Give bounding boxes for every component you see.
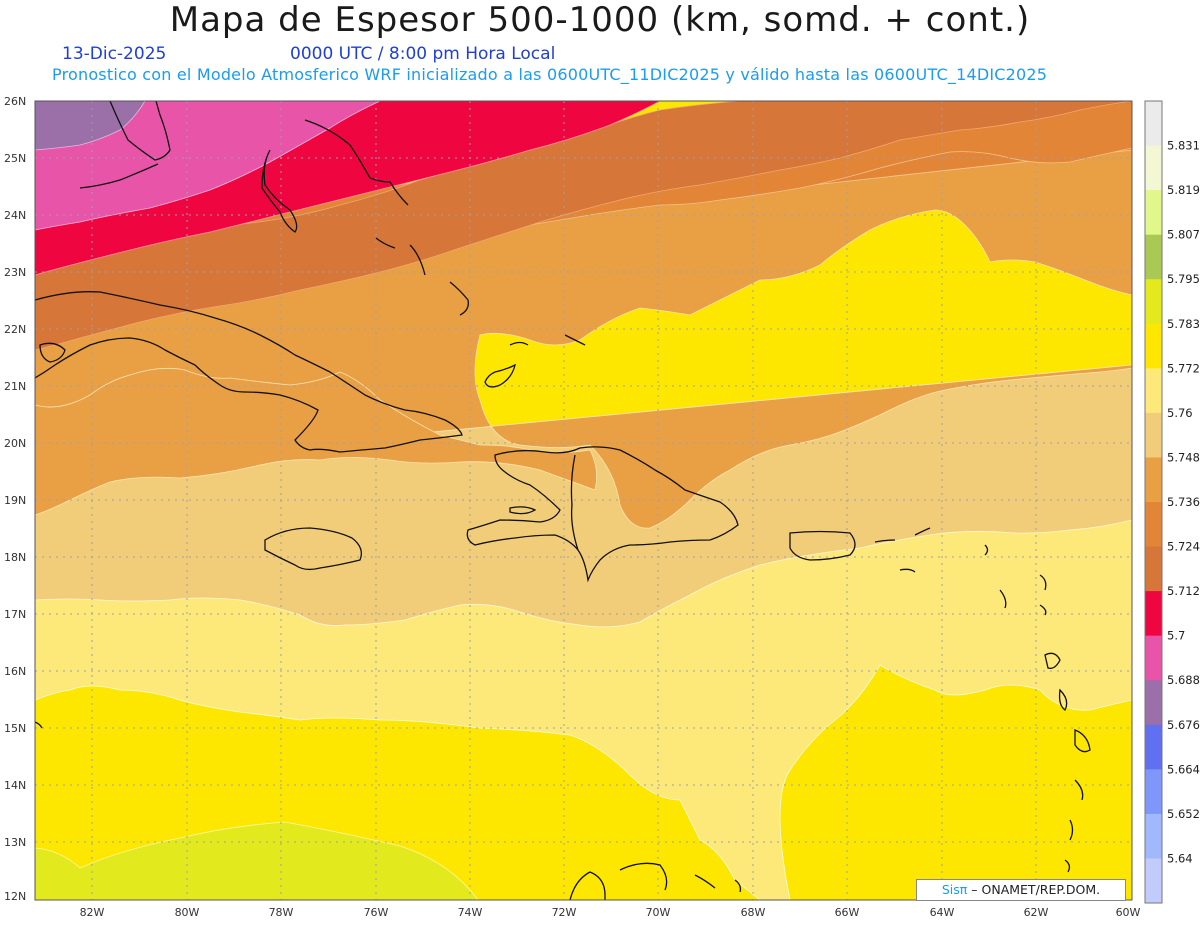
colorbar-level-label: 5.664 bbox=[1167, 762, 1200, 776]
colorbar-level-label: 5.795 bbox=[1167, 272, 1200, 286]
coastlines bbox=[35, 101, 1091, 900]
lon-label: 72W bbox=[552, 906, 577, 919]
colorbar-swatch bbox=[1145, 813, 1162, 859]
colorbar-level-label: 5.748 bbox=[1167, 450, 1200, 464]
lon-label: 64W bbox=[930, 906, 955, 919]
colorbar-swatch bbox=[1145, 724, 1162, 770]
colorbar-level-label: 5.783 bbox=[1167, 317, 1200, 331]
colorbar-swatch bbox=[1145, 323, 1162, 369]
band-5700 bbox=[35, 101, 381, 231]
coast-bahamas-islands bbox=[375, 237, 586, 388]
lon-label: 62W bbox=[1024, 906, 1049, 919]
coast-bahamas-andros bbox=[261, 149, 298, 233]
credit-box: Sisπ – ONAMET/REP.DOM. bbox=[916, 879, 1126, 901]
lat-label: 17N bbox=[4, 608, 26, 621]
colorbar-swatch bbox=[1145, 546, 1162, 592]
sispi-logo: Sisπ bbox=[941, 882, 968, 897]
colorbar-level-label: 5.831 bbox=[1167, 139, 1200, 153]
lon-label: 74W bbox=[458, 906, 483, 919]
colorbar-level-label: 5.652 bbox=[1167, 807, 1200, 821]
coast-central-america-cap bbox=[35, 721, 43, 729]
colorbar: 5.831 5.819 5.807 5.795 5.783 5.772 5.76 5.748 5… bbox=[1144, 100, 1200, 904]
colorbar-swatch bbox=[1145, 502, 1162, 548]
colorbar-swatch bbox=[1145, 591, 1162, 637]
coast-florida bbox=[109, 101, 171, 161]
lat-labels: 26N 25N 24N 23N 22N 21N 20N 19N 18N 17N … bbox=[4, 95, 26, 903]
lat-label: 14N bbox=[4, 779, 26, 792]
lat-label: 22N bbox=[4, 323, 26, 336]
band-5795 bbox=[35, 821, 479, 900]
colorbar-swatch bbox=[1145, 635, 1162, 681]
coast-gonave bbox=[509, 506, 537, 515]
lon-label: 70W bbox=[646, 906, 671, 919]
lat-label: 16N bbox=[4, 665, 26, 678]
coast-puerto-rico bbox=[789, 530, 856, 561]
coast-hispaniola bbox=[466, 446, 739, 583]
lat-label: 18N bbox=[4, 551, 26, 564]
lon-label: 60W bbox=[1116, 906, 1141, 919]
lat-lon-grid bbox=[35, 101, 1132, 900]
lon-label: 82W bbox=[80, 906, 105, 919]
lat-label: 23N bbox=[4, 266, 26, 279]
lat-label: 19N bbox=[4, 494, 26, 507]
colorbar-level-label: 5.688 bbox=[1167, 673, 1200, 687]
colorbar-swatch bbox=[1145, 769, 1162, 815]
colorbar-level-label: 5.76 bbox=[1167, 406, 1193, 420]
coast-south-america bbox=[569, 862, 742, 900]
lon-label: 76W bbox=[364, 906, 389, 919]
colorbar-level-label: 5.676 bbox=[1167, 718, 1200, 732]
lat-label: 24N bbox=[4, 209, 26, 222]
lat-label: 21N bbox=[4, 380, 26, 393]
map-frame bbox=[34, 100, 1133, 901]
colorbar-level-label: 5.819 bbox=[1167, 183, 1200, 197]
lon-labels: 82W 80W 78W 76W 74W 72W 70W 68W 66W 64W … bbox=[80, 906, 1141, 919]
band-5760 bbox=[35, 364, 1132, 628]
colorbar-swatch bbox=[1145, 368, 1162, 414]
colorbar-level-label: 5.807 bbox=[1167, 228, 1200, 242]
coast-virgin-islands bbox=[874, 527, 931, 543]
colorbar-level-label: 5.772 bbox=[1167, 361, 1200, 375]
coast-jamaica bbox=[264, 527, 363, 571]
coast-lesser-antilles bbox=[899, 544, 1091, 873]
colorbar-level-label: 5.724 bbox=[1167, 540, 1200, 554]
lat-label: 15N bbox=[4, 722, 26, 735]
colorbar-swatch bbox=[1145, 234, 1162, 280]
colorbar-swatch bbox=[1145, 412, 1162, 458]
credit-text: – ONAMET/REP.DOM. bbox=[971, 882, 1101, 897]
map-title: Mapa de Espesor 500-1000 (km, somd. + co… bbox=[169, 0, 1031, 40]
coast-haiti-border bbox=[570, 454, 579, 551]
lon-label: 68W bbox=[741, 906, 766, 919]
forecast-time: 0000 UTC / 8:00 pm Hora Local bbox=[290, 44, 556, 64]
band-5688 bbox=[35, 101, 146, 151]
colorbar-level-label: 5.736 bbox=[1167, 495, 1200, 509]
colorbar-swatch bbox=[1145, 680, 1162, 726]
lat-label: 12N bbox=[4, 890, 26, 903]
forecast-date: 13-Dic-2025 bbox=[62, 44, 167, 64]
coast-isla-juventud bbox=[39, 342, 66, 363]
colorbar-level-label: 5.712 bbox=[1167, 584, 1200, 598]
lon-label: 66W bbox=[835, 906, 860, 919]
coast-bahamas-abaco bbox=[304, 119, 409, 206]
lon-label: 78W bbox=[269, 906, 294, 919]
lon-label: 80W bbox=[175, 906, 200, 919]
lat-label: 26N bbox=[4, 95, 26, 108]
colorbar-swatch bbox=[1145, 101, 1162, 147]
colorbar-level-label: 5.64 bbox=[1167, 851, 1193, 865]
colorbar-swatch bbox=[1145, 457, 1162, 503]
coast-florida-keys bbox=[79, 163, 159, 189]
colorbar-swatch bbox=[1145, 279, 1162, 325]
lat-label: 25N bbox=[4, 152, 26, 165]
lat-label: 20N bbox=[4, 437, 26, 450]
colorbar-swatch bbox=[1145, 145, 1162, 191]
colorbar-swatch bbox=[1145, 858, 1162, 904]
lat-label: 13N bbox=[4, 836, 26, 849]
coast-cuba bbox=[35, 291, 463, 453]
forecast-description: Pronostico con el Modelo Atmosferico WRF… bbox=[52, 65, 1048, 84]
colorbar-level-label: 5.7 bbox=[1167, 629, 1185, 643]
colorbar-frame bbox=[1144, 100, 1163, 904]
colorbar-swatch bbox=[1145, 190, 1162, 236]
